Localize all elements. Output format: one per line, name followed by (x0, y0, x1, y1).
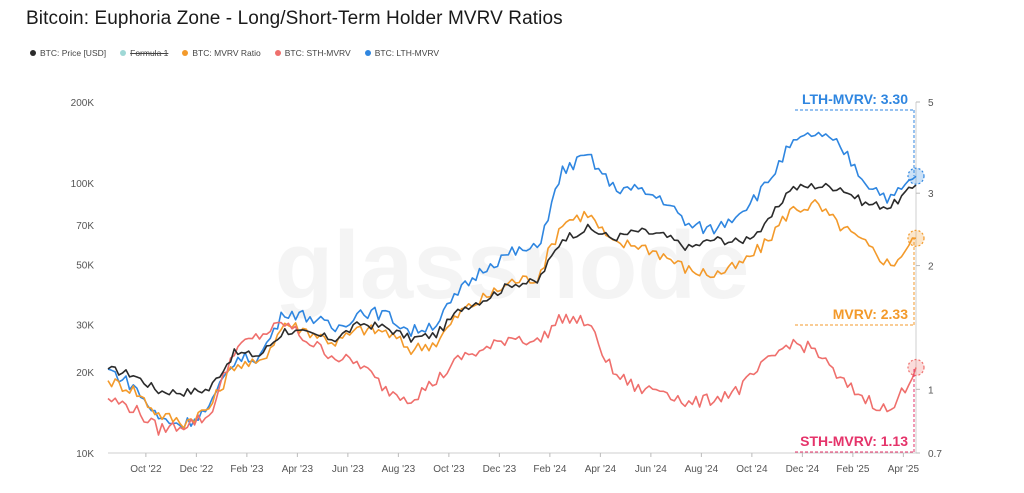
legend-item-formula[interactable]: Formula 1 (120, 48, 168, 58)
x-tick-label: Feb '25 (836, 464, 869, 475)
x-tick-label: Oct '23 (433, 464, 465, 475)
x-tick-label: Apr '23 (282, 464, 314, 475)
legend-label-formula: Formula 1 (130, 48, 169, 58)
chart-title: Bitcoin: Euphoria Zone - Long/Short-Term… (26, 8, 563, 29)
end-marker-mvrv (907, 229, 925, 247)
x-tick-label: Jun '24 (635, 464, 667, 475)
legend-swatch-formula (120, 50, 127, 56)
legend: BTC: Price [USD] Formula 1 BTC: MVRV Rat… (30, 48, 439, 58)
x-tick-label: Aug '24 (685, 464, 719, 475)
legend-item-lth[interactable]: BTC: LTH-MVRV (364, 48, 440, 58)
y-right-tick-label: 1 (928, 385, 934, 396)
annotation-label-lth: LTH-MVRV: 3.30 (802, 91, 908, 107)
y-left-tick-label: 50K (76, 260, 94, 271)
legend-label-lth: BTC: LTH-MVRV (374, 48, 440, 58)
x-tick-label: Aug '23 (382, 464, 416, 475)
y-left-tick-label: 20K (76, 368, 94, 379)
legend-swatch-price (30, 50, 36, 56)
x-tick-label: Oct '22 (130, 464, 162, 475)
legend-label-sth: BTC: STH-MVRV (284, 48, 351, 58)
x-tick-label: Dec '24 (786, 464, 820, 475)
x-tick-label: Apr '25 (888, 464, 920, 475)
series-line-lth[interactable] (107, 131, 917, 430)
series-line-mvrv[interactable] (107, 199, 917, 429)
y-right-tick-label: 2 (928, 262, 934, 273)
x-tick-label: Jun '23 (332, 464, 364, 475)
y-left-tick-label: 30K (76, 320, 94, 331)
legend-label-price: BTC: Price [USD] (40, 48, 107, 58)
annotation-label-mvrv: MVRV: 2.33 (833, 306, 908, 322)
legend-swatch-mvrv (182, 50, 189, 56)
x-tick-label: Apr '24 (585, 464, 617, 475)
watermark: glassnode (275, 212, 750, 319)
y-left-tick-label: 70K (76, 221, 94, 232)
legend-item-price[interactable]: BTC: Price [USD] (30, 48, 106, 58)
legend-swatch-sth (274, 50, 281, 56)
y-left-tick-label: 10K (76, 449, 94, 460)
y-right-tick-label: 0.7 (928, 449, 942, 460)
series-line-price[interactable] (107, 182, 917, 397)
end-marker-sth (907, 358, 925, 377)
x-tick-label: Feb '24 (533, 464, 566, 475)
end-marker-lth (907, 167, 925, 185)
x-tick-label: Dec '22 (180, 464, 214, 475)
legend-label-mvrv: BTC: MVRV Ratio (192, 48, 261, 58)
y-right-tick-label: 5 (928, 98, 934, 109)
x-tick-label: Feb '23 (230, 464, 263, 475)
x-tick-label: Oct '24 (736, 464, 768, 475)
y-left-tick-label: 100K (71, 179, 95, 190)
y-left-tick-label: 200K (71, 98, 95, 109)
series-line-sth[interactable] (107, 313, 917, 436)
legend-swatch-lth (364, 50, 371, 56)
annotation-label-sth: STH-MVRV: 1.13 (800, 433, 908, 449)
x-tick-label: Dec '23 (483, 464, 517, 475)
y-right-tick-label: 3 (928, 189, 934, 200)
legend-item-mvrv[interactable]: BTC: MVRV Ratio (182, 48, 261, 58)
legend-item-sth[interactable]: BTC: STH-MVRV (274, 48, 351, 58)
